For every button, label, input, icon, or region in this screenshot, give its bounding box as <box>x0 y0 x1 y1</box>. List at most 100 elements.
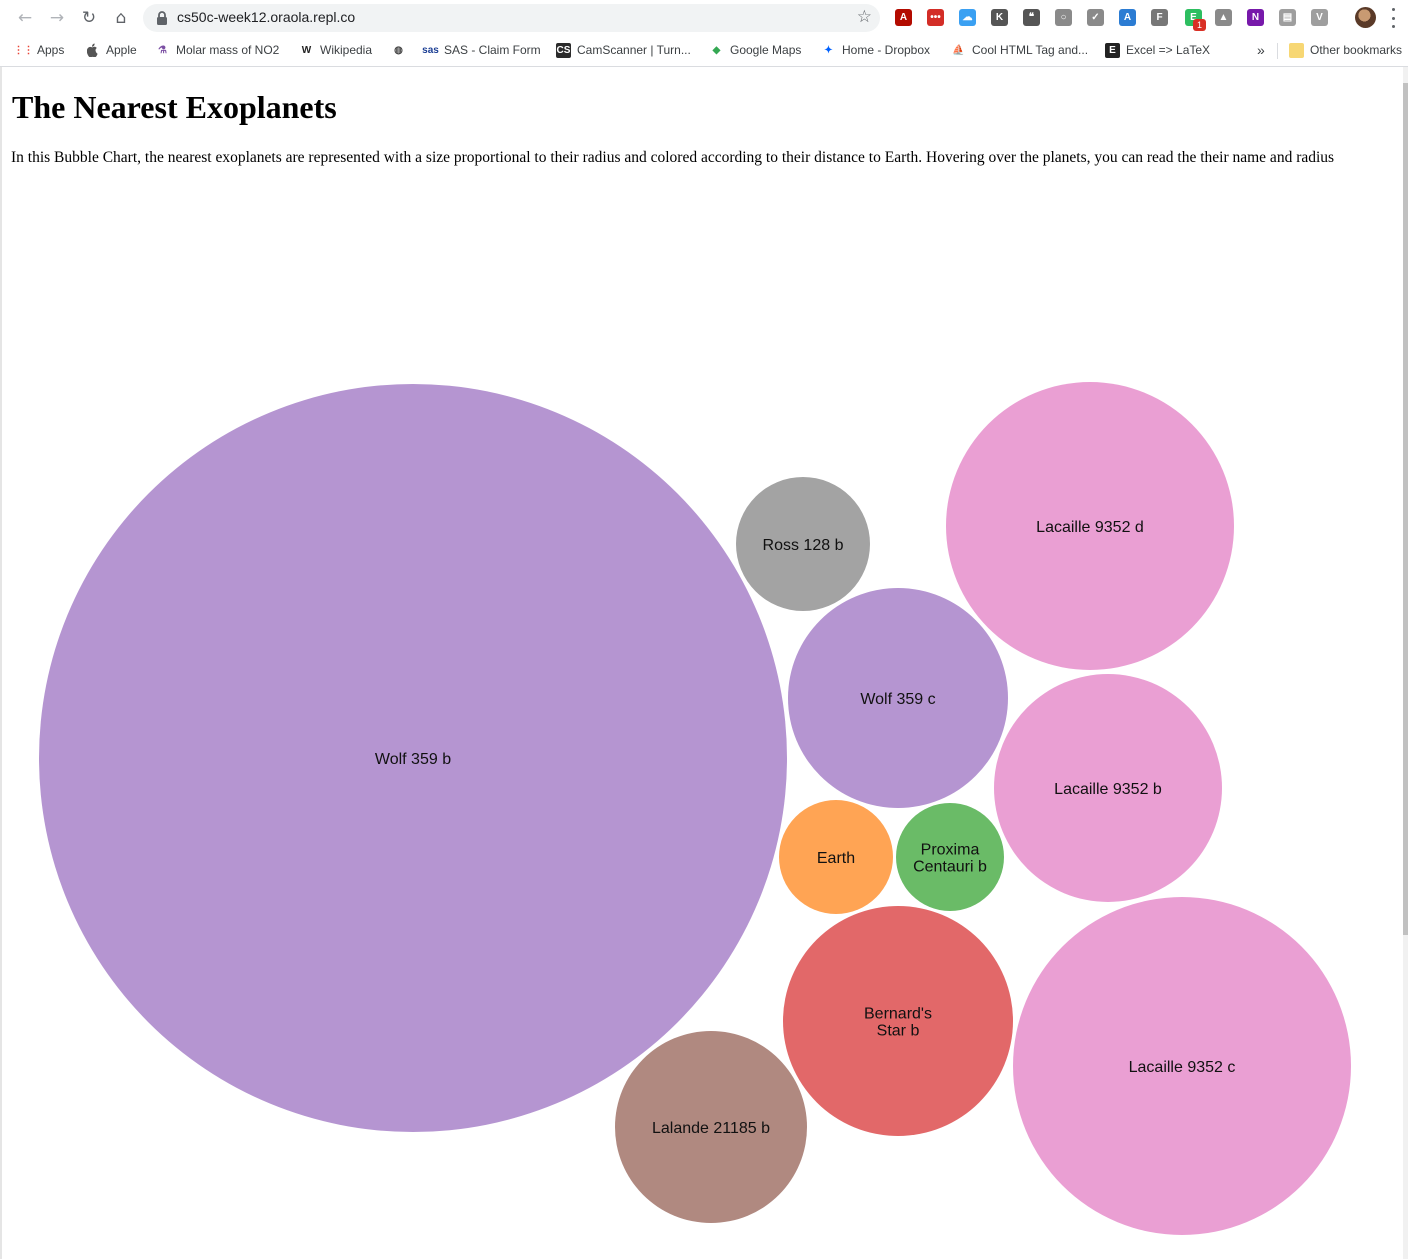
bubble-label: Proxima Centauri b <box>913 842 987 876</box>
window-edge <box>0 67 2 1259</box>
keeper-icon[interactable]: K <box>991 9 1008 26</box>
page-description: In this Bubble Chart, the nearest exopla… <box>11 149 1335 166</box>
bubble-circle[interactable] <box>736 477 870 611</box>
bubble-circle[interactable] <box>994 674 1222 902</box>
globe-icon: ◍ <box>394 44 403 56</box>
profile-avatar[interactable] <box>1355 7 1376 28</box>
bubble-label-line: Ross 128 b <box>763 537 844 554</box>
flask-icon: ⚗ <box>158 44 167 56</box>
bookmark-label: Excel => LaTeX <box>1126 43 1211 57</box>
excel-latex-icon: E <box>1105 42 1120 58</box>
bubble-label: Bernard's Star b <box>864 1006 932 1040</box>
bubble-lalande-21185-b[interactable]: Lalande 21185 b <box>615 1031 807 1223</box>
vimium-icon[interactable]: V <box>1311 9 1328 26</box>
bookmark-label: SAS - Claim Form <box>444 43 541 57</box>
bubble-circle[interactable] <box>946 382 1234 670</box>
home-icon[interactable]: ⌂ <box>115 7 127 28</box>
bubble-wolf-359-b[interactable]: Wolf 359 b <box>39 384 787 1132</box>
bubble-circle[interactable] <box>39 384 787 1132</box>
back-arrow-icon[interactable]: ← <box>17 7 33 28</box>
google-maps-icon: ◆ <box>712 44 721 56</box>
toolbar-divider <box>0 66 1408 67</box>
bubble-label: Lacaille 9352 b <box>1054 781 1162 798</box>
bubble-label: Earth <box>817 850 855 867</box>
bubble-circle[interactable] <box>788 588 1008 808</box>
page-title: The Nearest Exoplanets <box>12 89 337 125</box>
bookmarks-divider <box>1277 43 1278 59</box>
bubble-label-line: Lalande 21185 b <box>652 1120 770 1137</box>
lastpass-icon[interactable]: ••• <box>927 9 944 26</box>
address-bar[interactable]: cs50c-week12.oraola.repl.co ☆ <box>143 4 880 32</box>
bubble-label: Ross 128 b <box>763 537 844 554</box>
reload-icon[interactable]: ↻ <box>81 7 97 28</box>
bubble-circle[interactable] <box>783 906 1013 1136</box>
bookmark-label: Apps <box>37 43 65 57</box>
bubble-bernard-s-star-b[interactable]: Bernard's Star b <box>783 906 1013 1136</box>
bubble-wolf-359-c[interactable]: Wolf 359 c <box>788 588 1008 808</box>
bubble-label: Wolf 359 c <box>860 691 935 708</box>
bookmark-camscanner[interactable]: CS CamScanner | Turn... <box>556 41 691 59</box>
camscanner-icon: CS <box>556 42 571 58</box>
bubble-label-line: Proxima <box>921 842 980 859</box>
acrobat-icon[interactable]: A <box>895 9 912 26</box>
bubble-circle[interactable] <box>779 800 893 914</box>
scrollbar-thumb[interactable] <box>1403 83 1408 935</box>
bookmarks-overflow-button[interactable]: » <box>1257 42 1265 58</box>
bookmark-dropbox[interactable]: ✦ Home - Dropbox <box>821 41 930 59</box>
forward-arrow-icon[interactable]: → <box>49 7 65 28</box>
onenote-icon[interactable]: N <box>1247 9 1264 26</box>
sail-icon: ⛵ <box>952 44 965 56</box>
bubble-circle[interactable] <box>1013 897 1351 1235</box>
check-circle-icon[interactable]: ✓ <box>1087 9 1104 26</box>
bubble-lacaille-9352-c[interactable]: Lacaille 9352 c <box>1013 897 1351 1235</box>
page-scrollbar[interactable] <box>1403 67 1408 1259</box>
drive-icon[interactable]: ▲ <box>1215 9 1232 26</box>
menu-kebab-icon[interactable] <box>1390 8 1396 28</box>
bubble-label-line: Lacaille 9352 b <box>1054 781 1162 798</box>
bookmark-sail[interactable]: ⛵ Cool HTML Tag and... <box>951 41 1088 59</box>
bookmark-excel-latex[interactable]: E Excel => LaTeX <box>1105 41 1210 59</box>
bubble-label-line: Lacaille 9352 c <box>1129 1059 1236 1076</box>
bookmark-flask[interactable]: ⚗ Molar mass of NO2 <box>155 41 279 59</box>
bookmark-apple[interactable]: Apple <box>85 41 137 59</box>
lock-icon <box>157 11 167 25</box>
quote-icon[interactable]: ❝ <box>1023 9 1040 26</box>
bubble-label-line: Star b <box>877 1023 920 1040</box>
circle-extension-icon[interactable]: ○ <box>1055 9 1072 26</box>
bookmark-label: Google Maps <box>730 43 802 57</box>
bubble-proxima-centauri-b[interactable]: Proxima Centauri b <box>896 803 1004 911</box>
document-icon[interactable]: ▤ <box>1279 9 1296 26</box>
bookmark-star-icon[interactable]: ☆ <box>856 7 872 27</box>
other-bookmarks-folder[interactable]: Other bookmarks <box>1289 41 1402 59</box>
bookmark-label: Home - Dropbox <box>842 43 931 57</box>
bubble-ross-128-b[interactable]: Ross 128 b <box>736 477 870 611</box>
bookmark-apps-grid[interactable]: ⋮⋮ Apps <box>14 41 65 59</box>
bookmark-label: CamScanner | Turn... <box>577 43 691 57</box>
bubble-lacaille-9352-d[interactable]: Lacaille 9352 d <box>946 382 1234 670</box>
bubble-label-line: Wolf 359 b <box>375 751 451 768</box>
bubble-circle[interactable] <box>896 803 1004 911</box>
bubble-lacaille-9352-b[interactable]: Lacaille 9352 b <box>994 674 1222 902</box>
folder-icon <box>1289 42 1304 58</box>
bubble-label-line: Wolf 359 c <box>860 691 935 708</box>
f-extension-icon[interactable]: F <box>1151 9 1168 26</box>
bookmark-label: Apple <box>106 43 137 57</box>
bubble-label: Lalande 21185 b <box>652 1120 770 1137</box>
icloud-icon[interactable]: ☁ <box>959 9 976 26</box>
ai-extension-icon[interactable]: A <box>1119 9 1136 26</box>
bubble-label: Lacaille 9352 d <box>1036 519 1144 536</box>
bookmark-google-maps[interactable]: ◆ Google Maps <box>709 41 802 59</box>
bookmark-sas[interactable]: sas SAS - Claim Form <box>422 41 541 59</box>
dropbox-icon: ✦ <box>824 44 833 56</box>
bookmark-label: Cool HTML Tag and... <box>972 43 1089 57</box>
bubble-earth[interactable]: Earth <box>779 800 893 914</box>
bubble-label-line: Earth <box>817 850 855 867</box>
bookmark-wikipedia[interactable]: W Wikipedia <box>299 41 372 59</box>
bookmark-globe[interactable]: ◍ <box>391 41 412 59</box>
wikipedia-icon: W <box>301 44 312 56</box>
bubble-circle[interactable] <box>615 1031 807 1223</box>
browser-toolbar: ← → ↻ ⌂ cs50c-week12.oraola.repl.co ☆ A •… <box>0 0 1408 35</box>
extension-badge: 1 <box>1193 19 1206 31</box>
sas-icon: sas <box>422 44 439 56</box>
